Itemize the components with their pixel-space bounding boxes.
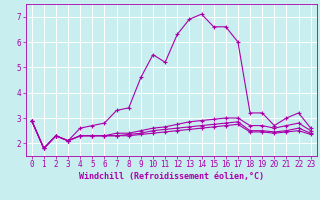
X-axis label: Windchill (Refroidissement éolien,°C): Windchill (Refroidissement éolien,°C) — [79, 172, 264, 181]
